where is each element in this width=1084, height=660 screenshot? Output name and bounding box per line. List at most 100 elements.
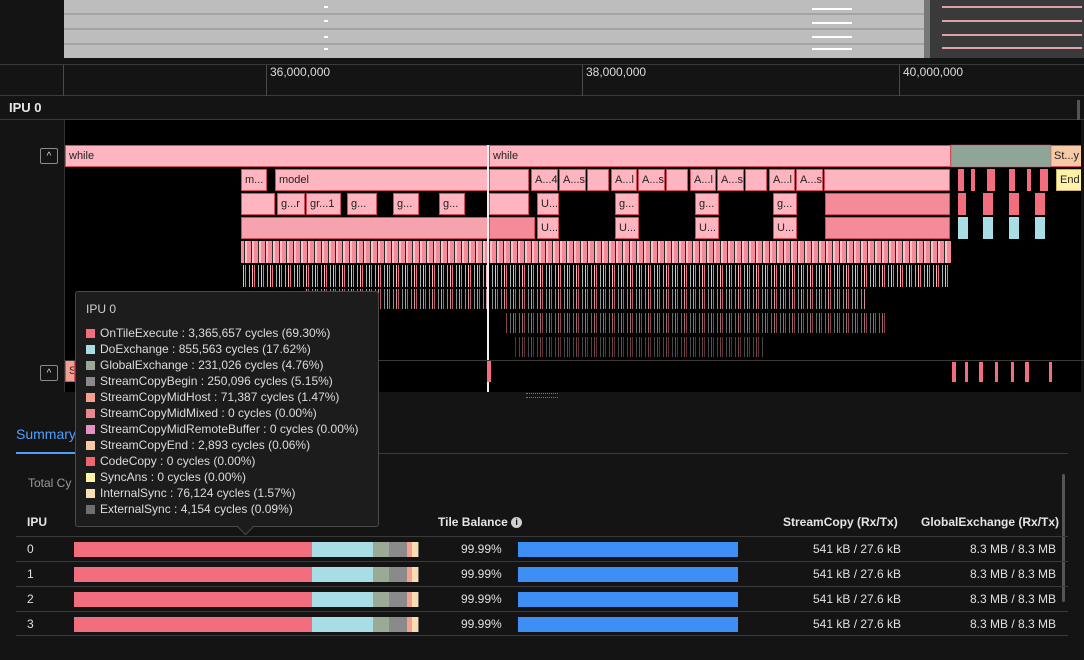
global-exchange-value: 8.3 MB / 8.3 MB	[970, 542, 1057, 556]
flame-bar-as[interactable]: A...s	[638, 169, 665, 191]
column-header-global-exchange[interactable]: GlobalExchange (Rx/Tx)	[921, 515, 1060, 529]
tooltip-item-label: StreamCopyMidMixed : 0 cycles (0.00%)	[100, 406, 317, 420]
lane-title: IPU 0	[9, 100, 42, 115]
flame-bar-m[interactable]: m...	[241, 169, 267, 191]
flame-bar-as[interactable]: A...s	[796, 169, 823, 191]
tooltip-item-label: StreamCopyBegin : 250,096 cycles (5.15%)	[100, 374, 333, 388]
flame-bar-gr1[interactable]: gr...1	[306, 193, 341, 215]
tooltip-item: DoExchange : 855,563 cycles (17.62%)	[86, 341, 368, 357]
collapse-lane-button[interactable]: ^	[40, 148, 58, 164]
tile-balance-value: 99.99%	[461, 567, 502, 581]
tab-summary[interactable]: Summary	[16, 426, 76, 442]
cycle-segment	[312, 592, 373, 607]
cycle-segment	[312, 567, 373, 582]
cycle-segment	[407, 617, 413, 632]
flame-bar-u[interactable]: U...	[615, 217, 639, 239]
flame-bar-g[interactable]: g...	[439, 193, 465, 215]
flame-bar-segment[interactable]	[666, 169, 688, 191]
tile-balance-value: 99.99%	[461, 542, 502, 556]
flame-bar-g[interactable]: g...	[347, 193, 377, 215]
flame-bar-gr[interactable]: g...r	[277, 193, 305, 215]
flame-bar-segment[interactable]	[587, 169, 609, 191]
flame-bar-segment[interactable]	[489, 169, 529, 191]
cycle-segment	[412, 617, 418, 632]
flame-bar-segment[interactable]	[241, 193, 275, 215]
flame-bar-while[interactable]: while	[489, 145, 951, 167]
flame-bar-u[interactable]: U...	[537, 217, 559, 239]
tile-balance-bar	[518, 592, 738, 607]
flame-bar-segment[interactable]	[745, 169, 767, 191]
table-row[interactable]: 1 99.99% 541 kB / 27.6 kB 8.3 MB / 8.3 M…	[16, 561, 1068, 586]
cycle-segment	[389, 592, 407, 607]
flame-bar-while[interactable]: while	[65, 145, 488, 167]
tabs-divider	[16, 453, 1068, 454]
tooltip-item: StreamCopyBegin : 250,096 cycles (5.15%)	[86, 373, 368, 389]
flame-bar-segment[interactable]	[489, 217, 535, 239]
cycle-breakdown-bar[interactable]	[74, 567, 418, 582]
info-icon[interactable]: i	[511, 517, 523, 529]
cycle-breakdown-bar[interactable]	[74, 617, 418, 632]
overview-minimap[interactable]	[64, 0, 1084, 58]
tooltip-item: GlobalExchange : 231,026 cycles (4.76%)	[86, 357, 368, 373]
flame-bar-segment[interactable]	[825, 193, 950, 215]
cycle-segment	[389, 617, 407, 632]
table-row[interactable]: 0 99.99% 541 kB / 27.6 kB 8.3 MB / 8.3 M…	[16, 536, 1068, 561]
tooltip-item-label: GlobalExchange : 231,026 cycles (4.76%)	[100, 358, 324, 372]
resize-handle[interactable]	[526, 393, 558, 398]
table-row[interactable]: 2 99.99% 541 kB / 27.6 kB 8.3 MB / 8.3 M…	[16, 586, 1068, 611]
cycle-segment	[389, 567, 407, 582]
flame-bar-g[interactable]: g...	[773, 193, 797, 215]
flame-bar-segment[interactable]	[825, 217, 950, 239]
flame-bar-al[interactable]: A...l	[769, 169, 795, 191]
flame-bar-u[interactable]: U...	[695, 217, 719, 239]
tooltip-item-label: CodeCopy : 0 cycles (0.00%)	[100, 454, 256, 468]
ipu-id: 0	[27, 542, 34, 556]
cycle-segment	[372, 567, 390, 582]
legend-swatch-icon	[86, 504, 95, 514]
ruler-tick-label: 40,000,000	[903, 65, 964, 79]
cycle-segment	[412, 542, 418, 557]
cycle-breakdown-bar[interactable]	[74, 592, 418, 607]
flame-bar-as[interactable]: A...s	[717, 169, 744, 191]
tooltip-item: StreamCopyMidRemoteBuffer : 0 cycles (0.…	[86, 421, 368, 437]
legend-swatch-icon	[86, 328, 95, 338]
stream-copy-value: 541 kB / 27.6 kB	[813, 567, 902, 581]
flame-bar-segment[interactable]	[489, 193, 529, 215]
flame-bar-g[interactable]: g...	[695, 193, 719, 215]
cycle-breakdown-bar[interactable]	[74, 542, 418, 557]
flame-bar-al[interactable]: A...l	[611, 169, 637, 191]
column-header-ipu[interactable]: IPU	[27, 515, 48, 529]
legend-swatch-icon	[86, 440, 95, 450]
time-ruler[interactable]: 36,000,000 38,000,000 40,000,000	[0, 64, 1084, 96]
column-header-stream-copy[interactable]: StreamCopy (Rx/Tx)	[783, 515, 898, 529]
cycle-segment	[407, 592, 413, 607]
tile-balance-bar	[518, 542, 738, 557]
tooltip-item-label: ExternalSync : 4,154 cycles (0.09%)	[100, 502, 293, 516]
flame-bar-as[interactable]: A...s	[559, 169, 586, 191]
legend-swatch-icon	[86, 456, 95, 466]
flame-bar-u[interactable]: U...	[773, 217, 797, 239]
flame-bar-u[interactable]: U...	[537, 193, 559, 215]
lane-header	[0, 96, 1084, 120]
table-row[interactable]: 3 99.99% 541 kB / 27.6 kB 8.3 MB / 8.3 M…	[16, 611, 1068, 636]
flame-bar-model[interactable]: model	[275, 169, 488, 191]
legend-swatch-icon	[86, 408, 95, 418]
ruler-tick-label: 38,000,000	[586, 65, 647, 79]
flame-bar-segment[interactable]	[824, 169, 950, 191]
column-header-tile-balance[interactable]: Tile Balance i	[438, 515, 523, 529]
tile-balance-value: 99.99%	[461, 617, 502, 631]
legend-swatch-icon	[86, 488, 95, 498]
tile-balance-value: 99.99%	[461, 592, 502, 606]
tooltip-item: CodeCopy : 0 cycles (0.00%)	[86, 453, 368, 469]
legend-swatch-icon	[86, 376, 95, 386]
cycles-tooltip: IPU 0 OnTileExecute : 3,365,657 cycles (…	[75, 291, 379, 527]
flame-bar-g[interactable]: g...	[615, 193, 639, 215]
flame-bar-al[interactable]: A...l	[690, 169, 716, 191]
collapse-lane-button-2[interactable]: ^	[40, 365, 58, 381]
ipu-id: 3	[27, 617, 34, 631]
summary-scrollbar[interactable]	[1062, 474, 1065, 602]
ipu-id: 2	[27, 592, 34, 606]
flame-bar-a4[interactable]: A...4	[531, 169, 558, 191]
flame-bar-end[interactable]: End	[1056, 169, 1081, 191]
flame-bar-g[interactable]: g...	[393, 193, 419, 215]
